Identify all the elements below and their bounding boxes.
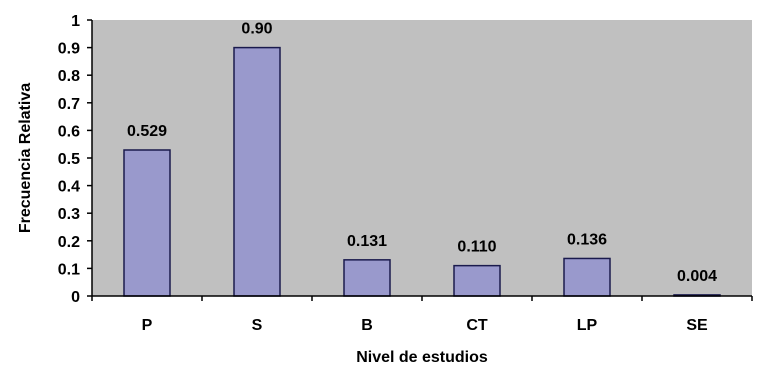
data-label-se: 0.004 bbox=[677, 268, 717, 285]
bar-p bbox=[123, 149, 171, 297]
y-tick-label: 0.1 bbox=[58, 261, 80, 278]
y-tick-label: 0.4 bbox=[58, 179, 80, 196]
data-label-b: 0.131 bbox=[347, 233, 387, 250]
y-tick-label: 0.7 bbox=[58, 96, 80, 113]
x-tick-label: SE bbox=[686, 317, 708, 334]
data-label-lp: 0.136 bbox=[567, 231, 607, 248]
y-tick-label: 0.8 bbox=[58, 68, 80, 85]
x-tick-label: B bbox=[361, 317, 373, 334]
data-labels-group: 0.529 0.90 0.131 0.110 0.136 0.004 bbox=[127, 21, 717, 285]
bar-ct bbox=[453, 264, 501, 297]
plot-area bbox=[92, 20, 752, 296]
x-tick-label: CT bbox=[466, 317, 488, 334]
y-tick-label: 0 bbox=[71, 289, 80, 306]
bar-b bbox=[343, 259, 391, 297]
bar-s bbox=[233, 46, 281, 297]
data-label-s: 0.90 bbox=[241, 21, 272, 38]
bars-group bbox=[123, 46, 721, 297]
x-tick-label: P bbox=[142, 317, 153, 334]
y-tick-label: 0.5 bbox=[58, 151, 80, 168]
x-axis-ticks: P S B CT LP SE bbox=[91, 296, 753, 334]
y-axis-title: Frecuencia Relativa bbox=[17, 83, 34, 233]
y-tick-label: 0.2 bbox=[58, 234, 80, 251]
x-tick-label: S bbox=[252, 317, 263, 334]
y-tick-label: 0.9 bbox=[58, 41, 80, 58]
y-tick-label: 1 bbox=[71, 13, 80, 30]
data-label-p: 0.529 bbox=[127, 123, 167, 140]
x-axis-title: Nivel de estudios bbox=[356, 349, 488, 366]
y-tick-label: 0.6 bbox=[58, 123, 80, 140]
data-label-ct: 0.110 bbox=[457, 239, 496, 256]
y-tick-label: 0.3 bbox=[58, 206, 80, 223]
bar-lp bbox=[563, 257, 611, 297]
y-axis-ticks: 0 0.1 0.2 0.3 0.4 0.5 0.6 0.7 0.8 0.9 1 bbox=[58, 13, 92, 306]
x-tick-label: LP bbox=[577, 317, 598, 334]
